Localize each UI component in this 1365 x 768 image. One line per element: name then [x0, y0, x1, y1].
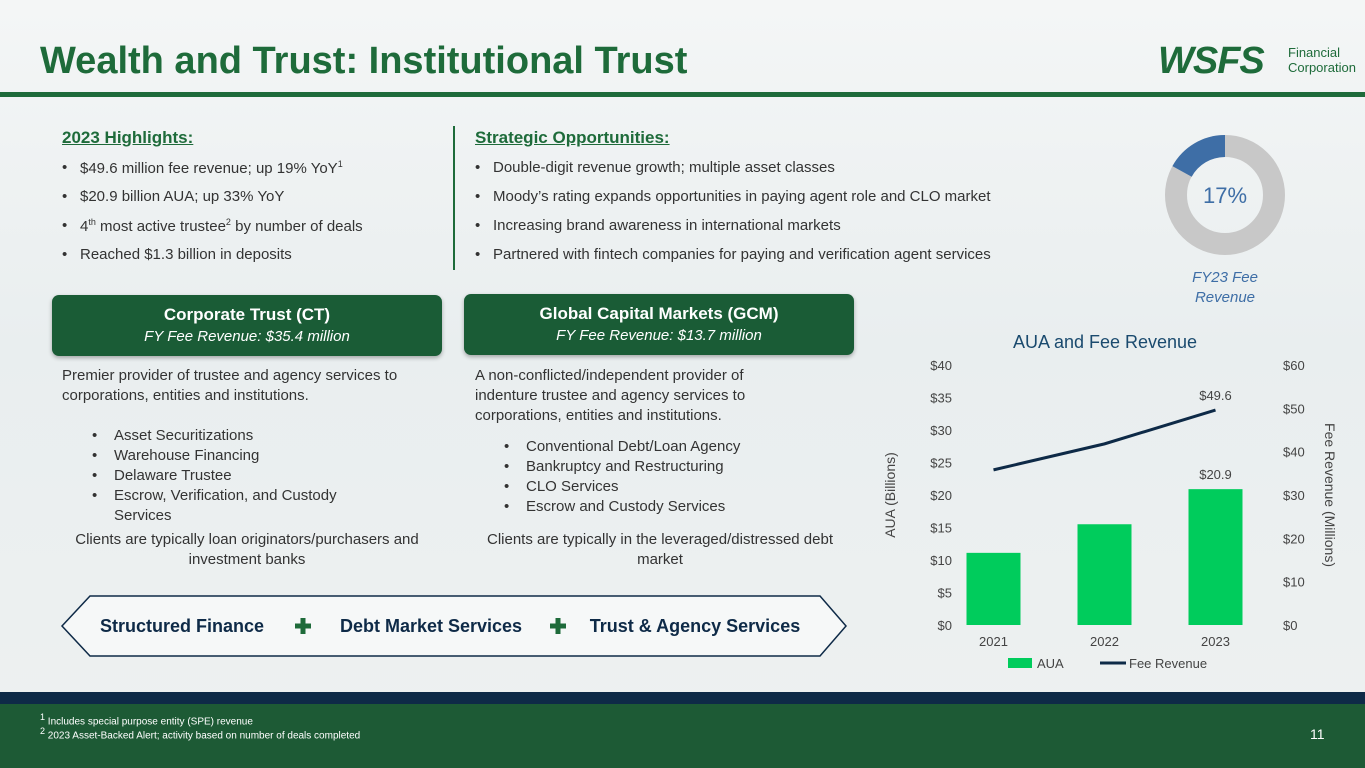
gcm-title: Global Capital Markets (GCM)	[539, 304, 779, 323]
highlight: 4th most active trustee2 by number of de…	[62, 217, 442, 246]
data-label: $20.9	[1199, 467, 1232, 482]
y-tick-label: $20	[930, 488, 952, 503]
bar	[1077, 524, 1132, 625]
x-tick-label: 2023	[1201, 634, 1230, 649]
y2-tick-label: $60	[1283, 358, 1305, 373]
service: Warehouse Financing	[92, 446, 382, 466]
text: most active trustee	[95, 218, 226, 235]
ct-clients: Clients are typically loan originators/p…	[75, 531, 419, 568]
x-tick-label: 2022	[1090, 634, 1119, 649]
y2-tick-label: $30	[1283, 488, 1305, 503]
footnote-ref: 1	[337, 159, 343, 169]
footnote-mark: 2	[40, 726, 46, 736]
banner-item: Debt Market Services	[340, 616, 522, 636]
opportunity: Moody’s rating expands opportunities in …	[475, 188, 1095, 217]
service: Delaware Trustee	[92, 466, 382, 486]
chart-title: AUA and Fee Revenue	[1013, 332, 1197, 352]
footnote-mark: 1	[40, 712, 46, 722]
section-title: Strategic Opportunities:	[475, 128, 670, 147]
service: Bankruptcy and Restructuring	[504, 457, 804, 477]
y-tick-label: $35	[930, 391, 952, 406]
y-tick-label: $0	[938, 618, 952, 633]
gcm-services: Conventional Debt/Loan Agency Bankruptcy…	[504, 437, 804, 517]
text: $20.9 billion AUA; up 33% YoY	[80, 188, 285, 205]
plus-icon	[550, 618, 566, 634]
line	[993, 408, 1216, 472]
banner-item: Structured Finance	[100, 616, 264, 636]
x-tick-label: 2021	[979, 634, 1008, 649]
y-tick-label: $10	[930, 553, 952, 568]
ct-subtitle: FY Fee Revenue: $35.4 million	[144, 328, 350, 345]
opportunity: Double-digit revenue growth; multiple as…	[475, 159, 1095, 188]
y-tick-label: $15	[930, 521, 952, 536]
y-axis-title: AUA (Billions)	[882, 452, 898, 538]
banner-frame	[60, 595, 847, 657]
donut-label: 17%	[1203, 183, 1247, 208]
y-tick-label: $25	[930, 456, 952, 471]
page-number: 11	[1310, 726, 1325, 742]
ordinal: th	[88, 217, 96, 227]
footnote: 2 2023 Asset-Backed Alert; activity base…	[40, 726, 360, 741]
ct-services: Asset Securitizations Warehouse Financin…	[92, 426, 382, 526]
opportunity: Partnered with fintech companies for pay…	[475, 246, 1095, 275]
text: 4	[80, 218, 89, 235]
gcm-header: Global Capital Markets (GCM) FY Fee Reve…	[464, 294, 854, 355]
data-label: $49.6	[1199, 388, 1232, 403]
text: $49.6 million fee revenue; up 19% YoY	[80, 160, 338, 177]
footnote-ref: 2	[225, 217, 231, 227]
gcm-description: A non-conflicted/independent provider of…	[475, 367, 746, 424]
service: CLO Services	[504, 477, 804, 497]
y2-tick-label: $50	[1283, 401, 1305, 416]
logo-line: Corporation	[1288, 60, 1356, 75]
legend-label: Fee Revenue	[1129, 656, 1207, 671]
plus-icon	[295, 618, 311, 634]
ct-description: Premier provider of trustee and agency s…	[62, 367, 398, 404]
title-rule	[0, 92, 1365, 97]
highlight: Reached $1.3 billion in deposits	[62, 246, 442, 275]
y-tick-label: $40	[930, 358, 952, 373]
opportunity-list: Double-digit revenue growth; multiple as…	[475, 159, 1095, 275]
text: by number of deals	[230, 218, 363, 235]
y2-tick-label: $0	[1283, 618, 1297, 633]
footnote-text: Includes special purpose entity (SPE) re…	[47, 716, 253, 728]
y-tick-label: $30	[930, 423, 952, 438]
banner-item: Trust & Agency Services	[590, 616, 800, 636]
service: Asset Securitizations	[92, 426, 382, 446]
footnote: 1 Includes special purpose entity (SPE) …	[40, 712, 253, 727]
bar	[966, 552, 1021, 625]
logo: WSFS Financial Corporation	[1158, 40, 1358, 110]
slide-title: Wealth and Trust: Institutional Trust	[40, 40, 688, 82]
y2-tick-label: $40	[1283, 445, 1305, 460]
gcm-subtitle: FY Fee Revenue: $13.7 million	[556, 327, 762, 344]
y-tick-label: $5	[938, 586, 952, 601]
bar	[1188, 489, 1243, 625]
footnote-text: 2023 Asset-Backed Alert; activity based …	[47, 730, 361, 742]
y2-tick-label: $20	[1283, 531, 1305, 546]
legend-label: AUA	[1037, 656, 1064, 671]
logo-name: WSFS	[1158, 40, 1265, 82]
donut-slice	[1172, 135, 1226, 178]
section-title: 2023 Highlights:	[62, 128, 194, 147]
y2-tick-label: $10	[1283, 575, 1305, 590]
service: Escrow and Custody Services	[504, 497, 804, 517]
footer: 1 Includes special purpose entity (SPE) …	[0, 692, 1365, 768]
logo-line: Financial	[1288, 45, 1341, 60]
opportunity: Increasing brand awareness in internatio…	[475, 217, 1095, 246]
legend-swatch	[1008, 658, 1032, 668]
ct-header: Corporate Trust (CT) FY Fee Revenue: $35…	[52, 295, 442, 356]
service: Escrow, Verification, and Custody Servic…	[92, 486, 382, 526]
y2-axis-title: Fee Revenue (Millions)	[1322, 423, 1338, 567]
gcm-clients: Clients are typically in the leveraged/d…	[486, 531, 834, 568]
service: Conventional Debt/Loan Agency	[504, 437, 804, 457]
ct-title: Corporate Trust (CT)	[163, 305, 331, 324]
text: Reached $1.3 billion in deposits	[80, 246, 292, 263]
highlight: $49.6 million fee revenue; up 19% YoY1	[62, 159, 442, 188]
donut-caption: FY23 Fee Revenue	[1192, 269, 1258, 306]
highlight: $20.9 billion AUA; up 33% YoY	[62, 188, 442, 217]
divider	[453, 126, 455, 270]
highlight-list: $49.6 million fee revenue; up 19% YoY1 $…	[62, 159, 442, 275]
